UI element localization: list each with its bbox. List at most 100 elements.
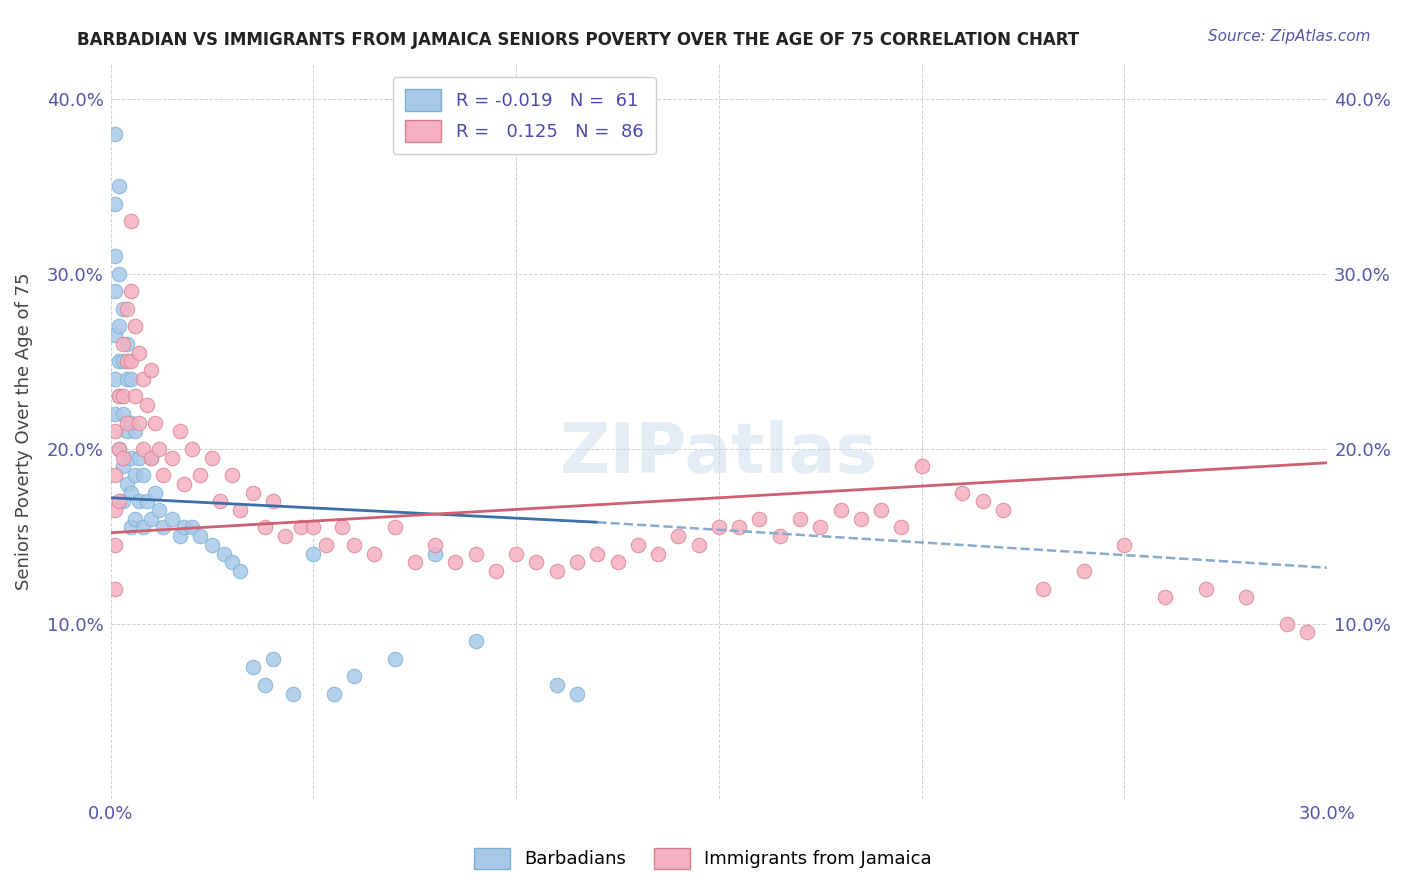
Point [1073,564,1095,578]
Point [148,503,170,517]
Point [423,547,446,561]
Point [141,450,163,465]
Point [111,450,134,465]
Point [104,425,127,439]
Point [111,407,134,421]
Point [108,442,131,456]
Point [111,354,134,368]
Point [115,476,138,491]
Point [262,494,284,508]
Point [108,442,131,456]
Point [115,336,138,351]
Point [132,442,155,456]
Point [108,389,131,403]
Y-axis label: Seniors Poverty Over the Age of 75: Seniors Poverty Over the Age of 75 [15,273,32,590]
Point [283,687,305,701]
Point [444,556,467,570]
Point [769,529,792,543]
Point [253,520,276,534]
Point [808,520,831,534]
Point [128,345,150,359]
Point [221,556,243,570]
Point [830,503,852,517]
Point [565,687,588,701]
Point [128,494,150,508]
Point [423,538,446,552]
Point [262,651,284,665]
Point [274,529,297,543]
Point [688,538,710,552]
Point [132,520,155,534]
Legend: Barbadians, Immigrants from Jamaica: Barbadians, Immigrants from Jamaica [467,840,939,876]
Point [115,425,138,439]
Point [111,301,134,316]
Point [890,520,912,534]
Text: BARBADIAN VS IMMIGRANTS FROM JAMAICA SENIORS POVERTY OVER THE AGE OF 75 CORRELAT: BARBADIAN VS IMMIGRANTS FROM JAMAICA SEN… [77,31,1080,49]
Point [111,494,134,508]
Point [104,328,127,343]
Point [201,538,224,552]
Point [169,425,191,439]
Point [120,372,142,386]
Point [384,520,406,534]
Point [1194,582,1216,596]
Point [115,416,138,430]
Point [108,267,131,281]
Point [188,529,211,543]
Point [141,450,163,465]
Point [849,512,872,526]
Point [315,538,337,552]
Point [330,520,353,534]
Point [120,520,142,534]
Text: Source: ZipAtlas.com: Source: ZipAtlas.com [1208,29,1371,44]
Point [404,556,426,570]
Point [124,425,146,439]
Point [991,503,1014,517]
Point [290,520,312,534]
Point [120,214,142,228]
Point [188,468,211,483]
Point [120,450,142,465]
Point [343,538,366,552]
Point [104,249,127,263]
Point [136,494,159,508]
Point [104,582,127,596]
Point [1296,625,1319,640]
Point [229,503,252,517]
Point [104,127,127,141]
Point [128,450,150,465]
Point [152,468,174,483]
Point [173,476,195,491]
Point [627,538,650,552]
Point [104,197,127,211]
Point [343,669,366,683]
Point [132,468,155,483]
Point [128,416,150,430]
Point [221,468,243,483]
Point [104,372,127,386]
Text: ZIPatlas: ZIPatlas [560,420,877,487]
Point [104,407,127,421]
Legend: R = -0.019   N =  61, R =   0.125   N =  86: R = -0.019 N = 61, R = 0.125 N = 86 [392,77,657,154]
Point [120,416,142,430]
Point [384,651,406,665]
Point [242,485,264,500]
Point [132,372,155,386]
Point [209,494,232,508]
Point [136,398,159,412]
Point [115,372,138,386]
Point [707,520,730,534]
Point [668,529,690,543]
Point [606,556,628,570]
Point [111,459,134,474]
Point [108,319,131,334]
Point [212,547,235,561]
Point [201,450,224,465]
Point [253,678,276,692]
Point [911,459,934,474]
Point [120,285,142,299]
Point [526,556,548,570]
Point [108,494,131,508]
Point [160,512,183,526]
Point [565,556,588,570]
